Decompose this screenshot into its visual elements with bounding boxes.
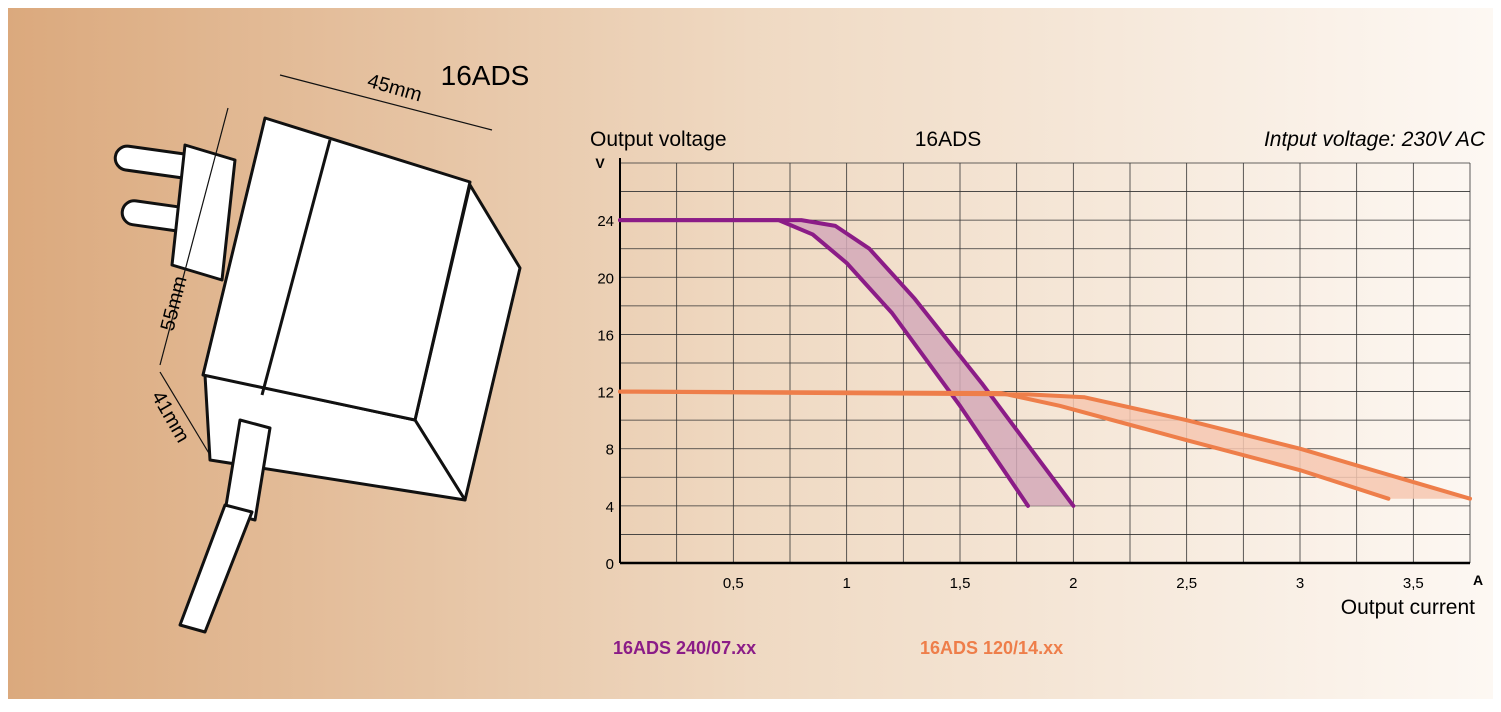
- band: [620, 220, 1074, 506]
- dimension-line: [279, 74, 493, 131]
- band: [620, 391, 1470, 499]
- y-tick-label: 4: [606, 499, 614, 516]
- legend-entry: 16ADS 120/14.xx: [920, 638, 1063, 658]
- cable-sleeve: [223, 418, 272, 522]
- y-axis-label: Output voltage: [590, 128, 727, 151]
- x-tick-label: 3: [1296, 575, 1304, 592]
- product-drawing: [113, 116, 522, 634]
- body-front: [201, 116, 472, 422]
- drawing-title: 16ADS: [441, 60, 530, 91]
- curve: [618, 218, 1076, 508]
- x-unit: A: [1473, 572, 1483, 588]
- legend-entry: 16ADS 240/07.xx: [613, 638, 756, 658]
- x-axis-label: Output current: [1341, 596, 1475, 619]
- y-tick-label: 24: [597, 213, 614, 230]
- y-tick-label: 16: [597, 327, 614, 344]
- y-unit: V: [595, 155, 605, 171]
- curve: [618, 218, 1030, 508]
- dimension-line: [159, 107, 229, 366]
- x-tick-label: 2,5: [1176, 575, 1197, 592]
- x-tick-label: 2: [1069, 575, 1077, 592]
- y-tick-label: 20: [597, 270, 614, 287]
- curve: [618, 389, 1391, 501]
- dimension-line: [159, 371, 211, 456]
- annotation: Intput voltage: 230V AC: [1264, 128, 1486, 151]
- y-tick-label: 0: [606, 556, 614, 573]
- body-edge: [260, 139, 332, 396]
- y-tick-label: 8: [606, 442, 614, 459]
- x-tick-label: 1: [842, 575, 850, 592]
- dimension-lines: [159, 74, 493, 456]
- cable: [178, 503, 254, 634]
- chart-title: 16ADS: [915, 128, 982, 151]
- x-tick-label: 3,5: [1403, 575, 1424, 592]
- y-tick-label: 12: [597, 385, 614, 402]
- x-tick-label: 1,5: [950, 575, 971, 592]
- plug-base: [170, 143, 237, 282]
- x-tick-label: 0,5: [723, 575, 744, 592]
